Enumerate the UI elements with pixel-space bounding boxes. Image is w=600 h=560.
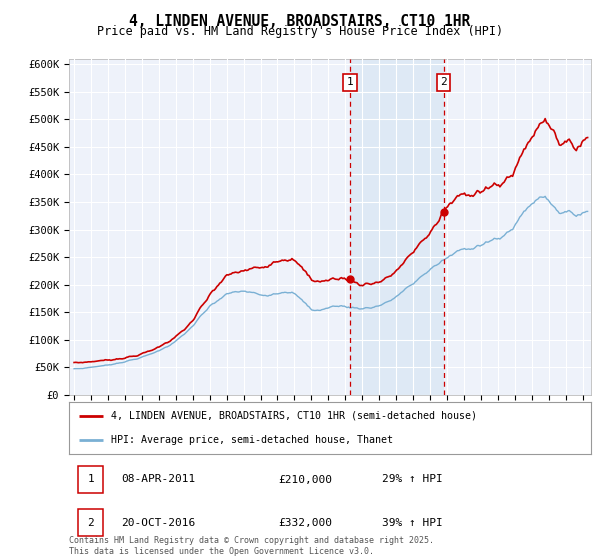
Text: £332,000: £332,000 bbox=[278, 517, 332, 528]
Text: HPI: Average price, semi-detached house, Thanet: HPI: Average price, semi-detached house,… bbox=[111, 435, 393, 445]
Bar bbox=[350, 59, 443, 395]
Text: £210,000: £210,000 bbox=[278, 474, 332, 484]
Text: 2: 2 bbox=[440, 77, 447, 87]
Text: 08-APR-2011: 08-APR-2011 bbox=[121, 474, 196, 484]
Text: Contains HM Land Registry data © Crown copyright and database right 2025.
This d: Contains HM Land Registry data © Crown c… bbox=[69, 536, 434, 556]
Text: Price paid vs. HM Land Registry's House Price Index (HPI): Price paid vs. HM Land Registry's House … bbox=[97, 25, 503, 38]
Text: 2: 2 bbox=[88, 517, 94, 528]
Text: 20-OCT-2016: 20-OCT-2016 bbox=[121, 517, 196, 528]
Text: 1: 1 bbox=[346, 77, 353, 87]
Text: 39% ↑ HPI: 39% ↑ HPI bbox=[382, 517, 443, 528]
Text: 4, LINDEN AVENUE, BROADSTAIRS, CT10 1HR: 4, LINDEN AVENUE, BROADSTAIRS, CT10 1HR bbox=[130, 14, 470, 29]
Text: 4, LINDEN AVENUE, BROADSTAIRS, CT10 1HR (semi-detached house): 4, LINDEN AVENUE, BROADSTAIRS, CT10 1HR … bbox=[111, 411, 477, 421]
Text: 1: 1 bbox=[88, 474, 94, 484]
Text: 29% ↑ HPI: 29% ↑ HPI bbox=[382, 474, 443, 484]
FancyBboxPatch shape bbox=[79, 508, 103, 536]
FancyBboxPatch shape bbox=[79, 466, 103, 493]
